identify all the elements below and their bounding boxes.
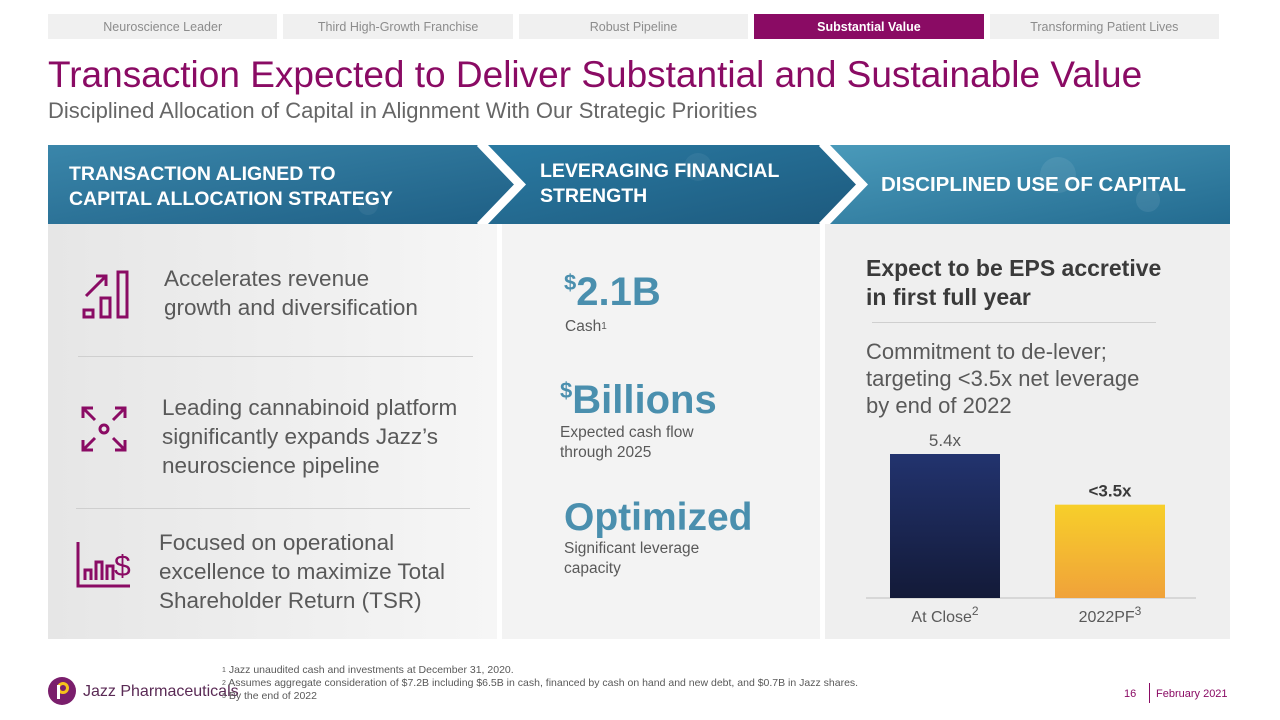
cash-symbol: $	[564, 270, 577, 295]
chevron-banner: TRANSACTION ALIGNED TO CAPITAL ALLOCATIO…	[48, 145, 1230, 224]
leverage-label-line2: capacity	[564, 560, 621, 577]
tab-robust-pipeline[interactable]: Robust Pipeline	[518, 14, 749, 39]
growth-chart-icon	[82, 270, 129, 319]
feature-1-line2: growth and diversification	[164, 295, 418, 320]
section-tabs: Neuroscience Leader Third High-Growth Fr…	[48, 14, 1220, 39]
feature-3-line3: Shareholder Return (TSR)	[159, 588, 422, 613]
cashflow-symbol: $	[560, 378, 573, 403]
company-logo-text: Jazz Pharmaceuticals	[83, 683, 239, 700]
feature-revenue-growth: Accelerates revenue growth and diversifi…	[164, 264, 418, 322]
footnote-1-text: Jazz unaudited cash and investments at D…	[228, 664, 514, 676]
cash-amount: 2.1B	[576, 270, 661, 314]
footnote-3: 3 By the end of 2022	[222, 690, 858, 703]
banner-col3-heading: DISCIPLINED USE OF CAPITAL	[881, 173, 1186, 196]
data-label-at-close: 5.4x	[929, 431, 962, 450]
page-separator	[1149, 683, 1150, 703]
banner-col1-heading: TRANSACTION ALIGNED TO CAPITAL ALLOCATIO…	[69, 162, 393, 212]
footnote-2-ref: 2	[222, 680, 226, 687]
discipline-divider	[872, 322, 1156, 323]
feature-2-line1: Leading cannabinoid platform	[162, 395, 458, 420]
bar-2022pf	[1055, 504, 1165, 598]
leverage-bar-chart: 5.4x At Close2 <3.5x 2022PF3	[866, 431, 1196, 626]
strategy-panel	[48, 224, 497, 639]
leverage-label-line1: Significant leverage	[564, 540, 700, 557]
feature-3-line1: Focused on operational	[159, 530, 395, 555]
feature-operational-excellence: Focused on operational excellence to max…	[159, 528, 445, 615]
page-number: 16	[1124, 688, 1137, 700]
banner-col1-line1: TRANSACTION ALIGNED TO	[69, 163, 336, 185]
eps-line2: in first full year	[866, 284, 1031, 310]
banner-background	[48, 145, 1230, 224]
delever-commitment: Commitment to de-lever; targeting <3.5x …	[866, 338, 1139, 419]
cash-value: $2.1B	[564, 270, 661, 315]
banner-col2-heading: LEVERAGING FINANCIAL STRENGTH	[540, 159, 779, 209]
tab-transforming-patient-lives[interactable]: Transforming Patient Lives	[989, 14, 1220, 39]
eps-line1: Expect to be EPS accretive	[866, 255, 1162, 281]
cashflow-value: $Billions	[560, 378, 717, 423]
footnote-2: 2 Assumes aggregate consideration of $7.…	[222, 677, 858, 690]
banner-col1-line2: CAPITAL ALLOCATION STRATEGY	[69, 188, 393, 210]
banner-col2-line1: LEVERAGING FINANCIAL	[540, 160, 780, 182]
commit-line2: targeting <3.5x net leverage	[866, 366, 1140, 391]
leverage-value: Optimized	[564, 496, 753, 539]
feature-cannabinoid-platform: Leading cannabinoid platform significant…	[162, 393, 457, 480]
tick-label-2022pf: 2022PF3	[1079, 604, 1142, 626]
leverage-label: Significant leverage capacity	[564, 539, 699, 579]
footnote-3-ref: 3	[222, 693, 226, 700]
tab-substantial-value[interactable]: Substantial Value	[754, 14, 984, 39]
tick-label-at-close: At Close2	[911, 604, 978, 626]
footnote-1-ref: 1	[222, 667, 226, 674]
cashflow-label-line1: Expected cash flow	[560, 424, 694, 441]
bar-at-close	[890, 454, 1000, 598]
cash-label: Cash1	[565, 317, 607, 337]
presentation-date: February 2021	[1156, 688, 1228, 700]
feature-3-line2: excellence to maximize Total	[159, 559, 445, 584]
cash-footnote-ref: 1	[601, 321, 607, 332]
cashflow-label: Expected cash flow through 2025	[560, 423, 694, 463]
tab-third-high-growth-franchise[interactable]: Third High-Growth Franchise	[283, 14, 513, 39]
feature-2-line3: neuroscience pipeline	[162, 453, 380, 478]
expand-arrows-icon	[81, 406, 127, 452]
cashflow-amount: Billions	[572, 378, 717, 422]
tab-neuroscience-leader[interactable]: Neuroscience Leader	[48, 14, 278, 39]
footnote-3-text: By the end of 2022	[228, 690, 317, 702]
cashflow-label-line2: through 2025	[560, 444, 652, 461]
feature-divider	[78, 356, 473, 357]
svg-text:$: $	[114, 550, 131, 583]
page-title: Transaction Expected to Deliver Substant…	[48, 54, 1143, 95]
financial-panel	[502, 224, 820, 639]
commit-line1: Commitment to de-lever;	[866, 339, 1107, 364]
page-subtitle: Disciplined Allocation of Capital in Ali…	[48, 98, 758, 123]
commit-line3: by end of 2022	[866, 393, 1012, 418]
footnotes: 1 Jazz unaudited cash and investments at…	[222, 664, 858, 703]
jazz-logo-icon	[48, 677, 76, 705]
cash-label-text: Cash	[565, 318, 602, 335]
feature-2-line2: significantly expands Jazz’s	[162, 424, 438, 449]
eps-accretive-heading: Expect to be EPS accretive in first full…	[866, 254, 1161, 312]
footnote-1: 1 Jazz unaudited cash and investments at…	[222, 664, 858, 677]
data-label-2022pf: <3.5x	[1088, 482, 1132, 501]
footnote-2-text: Assumes aggregate consideration of $7.2B…	[228, 677, 859, 689]
feature-1-line1: Accelerates revenue	[164, 266, 370, 291]
banner-col2-line2: STRENGTH	[540, 185, 648, 207]
bar-dollar-icon: $	[76, 542, 131, 588]
feature-divider	[76, 508, 470, 509]
